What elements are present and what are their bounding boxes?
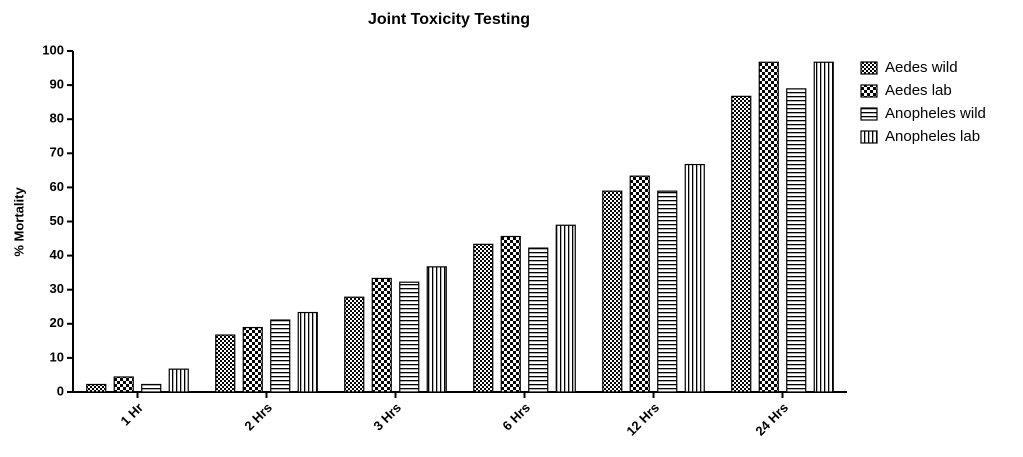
bar — [602, 190, 623, 393]
bar — [684, 163, 705, 393]
y-tick-label: 70 — [50, 145, 64, 160]
x-tick-label: 3 Hrs — [370, 400, 404, 434]
legend-label: Aedes wild — [885, 59, 958, 76]
y-tick-label: 40 — [50, 247, 64, 262]
bar — [297, 311, 318, 393]
bar — [813, 61, 834, 393]
legend-label: Aedes lab — [885, 82, 952, 99]
y-tick-label: 50 — [50, 213, 64, 228]
bar — [371, 277, 392, 393]
bar — [473, 243, 494, 393]
y-tick-label: 0 — [57, 383, 64, 398]
legend-swatch — [860, 107, 878, 121]
bar — [344, 296, 365, 393]
y-tick-label: 80 — [50, 111, 64, 126]
x-tick-label: 6 Hrs — [499, 400, 533, 434]
bar — [629, 175, 650, 393]
bar — [86, 383, 107, 393]
x-tick-label: 24 Hrs — [752, 400, 791, 439]
bar — [731, 95, 752, 393]
bar — [528, 247, 549, 393]
bar — [786, 88, 807, 393]
bar — [500, 235, 521, 393]
bar — [270, 319, 291, 393]
bar — [426, 266, 447, 393]
bar — [215, 334, 236, 393]
y-tick-label: 10 — [50, 349, 64, 364]
y-tick-label: 100 — [42, 42, 64, 57]
legend-swatch — [860, 61, 878, 75]
bar — [141, 383, 162, 393]
bar — [555, 224, 576, 393]
y-tick-label: 30 — [50, 281, 64, 296]
x-tick-label: 1 Hr — [118, 400, 146, 428]
y-tick-label: 20 — [50, 315, 64, 330]
bar — [168, 368, 189, 393]
y-tick-label: 60 — [50, 179, 64, 194]
bar — [399, 281, 420, 393]
y-tick-label: 90 — [50, 77, 64, 92]
legend-label: Anopheles wild — [885, 105, 986, 122]
legend-swatch — [860, 130, 878, 144]
legend-swatch — [860, 84, 878, 98]
bar — [242, 326, 263, 393]
bar — [113, 376, 134, 393]
legend-label: Anopheles lab — [885, 128, 980, 145]
chart-title: Joint Toxicity Testing — [368, 11, 530, 28]
bar — [758, 61, 779, 393]
x-tick-label: 2 Hrs — [241, 400, 275, 434]
y-axis-label: % Mortality — [11, 187, 26, 257]
bar — [657, 190, 678, 393]
x-tick-label: 12 Hrs — [623, 400, 662, 439]
